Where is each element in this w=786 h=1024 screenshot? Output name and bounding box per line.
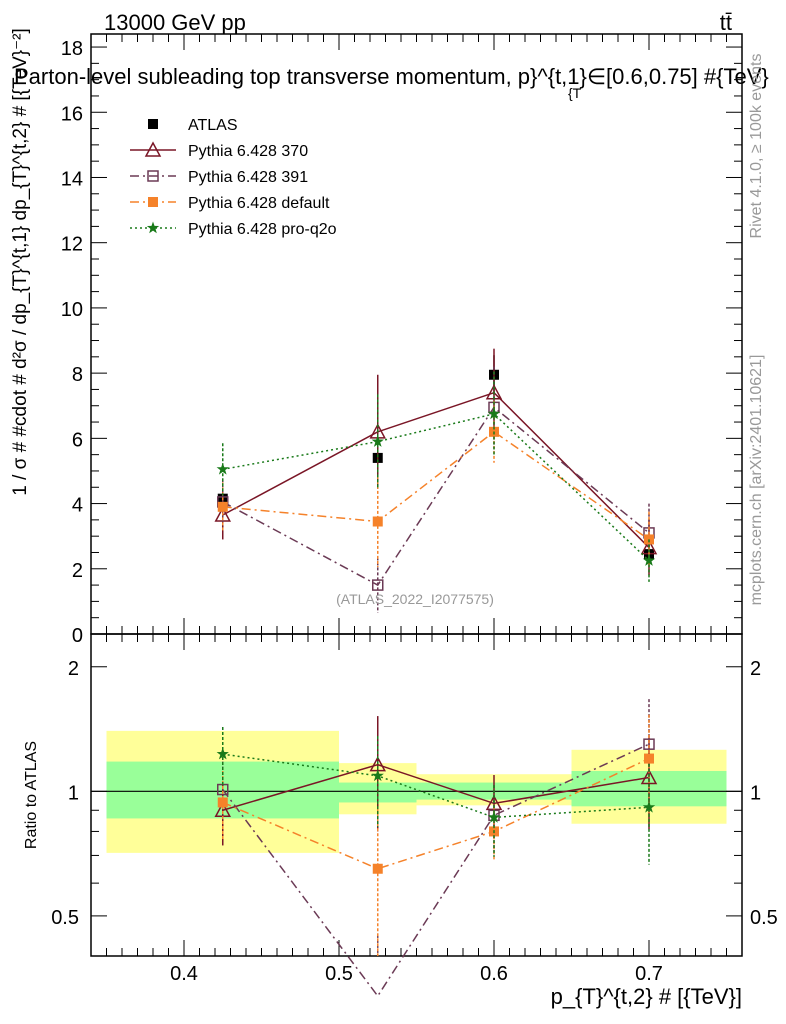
main-y-tick-label: 8 [72, 364, 83, 386]
ratio-point-pythia-6-428-default [217, 797, 228, 808]
main-series-pythia-6-428-pro-q2o [216, 371, 656, 582]
filled-square-marker [148, 197, 158, 207]
x-axis-label: p_{T}^{t,2} # [{TeV}] [551, 984, 742, 1009]
legend-label: Pythia 6.428 391 [188, 169, 308, 186]
main-point-pythia-6-428-default [372, 516, 383, 527]
rivet-version-label: Rivet 4.1.0, ≥ 100k events [748, 54, 765, 239]
main-y-tick-label: 18 [61, 38, 83, 60]
ratio-point-pythia-6-428-default [644, 753, 654, 764]
ratio-point-pythia-6-428-pro-q2o [487, 810, 501, 823]
legend-label: Pythia 6.428 370 [188, 143, 308, 160]
main-y-tick-label: 12 [61, 234, 83, 256]
ratio-point-pythia-6-428-370 [640, 768, 658, 785]
ratio-line-pythia-6-428-370 [222, 763, 650, 811]
legend: ATLAS Pythia 6.428 370 Pythia 6.428 391 Pyt… [130, 117, 337, 238]
legend-item-pythia-6-428-391: Pythia 6.428 391 [130, 169, 308, 186]
legend-item-pythia-6-428-default: Pythia 6.428 default [130, 195, 330, 212]
ratio-y-tick-label: 0.5 [51, 907, 79, 929]
main-line-pythia-6-428-pro-q2o [222, 413, 650, 562]
energy-label: 13000 GeV pp [104, 10, 246, 35]
x-tick-label: 0.5 [325, 963, 353, 985]
ratio-point-pythia-6-428-391 [643, 738, 655, 750]
process-label: tt̄ [720, 10, 732, 35]
open-triangle-marker [144, 141, 162, 157]
ratio-point-pythia-6-428-pro-q2o [642, 800, 656, 813]
ratio-point-pythia-6-428-pro-q2o [216, 747, 229, 760]
ratio-line-pythia-6-428-391 [222, 743, 650, 998]
star-marker [146, 221, 160, 234]
main-line-pythia-6-428-391 [222, 406, 650, 587]
main-line-pythia-6-428-default [222, 430, 650, 541]
legend-item-atlas: ATLAS [148, 117, 238, 134]
chart-title: Parton-level subleading top transverse m… [14, 64, 769, 89]
ratio-line-pythia-6-428-default [222, 757, 650, 870]
main-y-tick-label: 10 [61, 299, 83, 321]
main-line-pythia-6-428-370 [222, 391, 650, 549]
ratio-y-axis-label: Ratio to ATLAS [23, 741, 40, 849]
axis-ticks [91, 34, 742, 956]
x-tick-label: 0.4 [170, 963, 198, 985]
main-y-axis-label: 1 / σ # #cdot # d²σ / dp_{T}^{t,1} dp_{T… [10, 28, 31, 496]
chart-title-subscript: {T [568, 85, 582, 101]
main-point-pythia-6-428-391 [372, 579, 384, 591]
main-series-pythia-6-428-391 [217, 366, 655, 613]
main-y-tick-label: 2 [72, 560, 83, 582]
ratio-y-tick-label-right: 0.5 [750, 907, 778, 929]
ratio-point-pythia-6-428-default [372, 863, 383, 874]
main-point-pythia-6-428-pro-q2o [642, 554, 656, 566]
open-square-marker [147, 170, 159, 182]
legend-label: Pythia 6.428 pro-q2o [188, 221, 337, 238]
ratio-point-pythia-6-428-pro-q2o [371, 769, 384, 782]
legend-item-pythia-6-428-pro-q2o: Pythia 6.428 pro-q2o [130, 221, 337, 238]
ratio-point-pythia-6-428-370 [485, 794, 503, 811]
main-series-pythia-6-428-370 [214, 348, 658, 576]
main-series-atlas [217, 355, 654, 564]
filled-square-marker [148, 119, 158, 129]
ratio-series-pythia-6-428-pro-q2o [216, 727, 656, 865]
ratio-y-tick-label: 1 [68, 782, 79, 804]
main-point-pythia-6-428-pro-q2o [487, 407, 501, 420]
main-point-pythia-6-428-default [217, 501, 228, 512]
main-y-tick-label: 4 [72, 495, 83, 517]
main-point-pythia-6-428-pro-q2o [371, 435, 384, 447]
ratio-y-tick-label-right: 1 [750, 782, 761, 804]
main-y-tick-label: 6 [72, 429, 83, 451]
ratio-series-group [214, 699, 658, 998]
legend-label: ATLAS [188, 117, 238, 134]
legend-item-pythia-6-428-370: Pythia 6.428 370 [130, 141, 308, 160]
main-y-tick-label: 14 [61, 168, 83, 190]
x-tick-label: 0.6 [480, 963, 508, 985]
analysis-watermark: (ATLAS_2022_I2077575) [336, 591, 494, 607]
ratio-y-tick-label: 2 [68, 658, 79, 680]
legend-label: Pythia 6.428 default [188, 195, 330, 212]
ratio-y-tick-label-right: 2 [750, 658, 761, 680]
main-series-pythia-6-428-default [217, 400, 654, 568]
main-series-group [214, 348, 658, 613]
x-tick-label: 0.7 [635, 963, 663, 985]
mcplots-label: mcplots.cern.ch [arXiv:2401.10621] [748, 355, 765, 606]
main-point-pythia-6-428-pro-q2o [216, 462, 229, 475]
main-y-tick-label: 16 [61, 103, 83, 125]
main-y-tick-label: 0 [72, 625, 83, 647]
